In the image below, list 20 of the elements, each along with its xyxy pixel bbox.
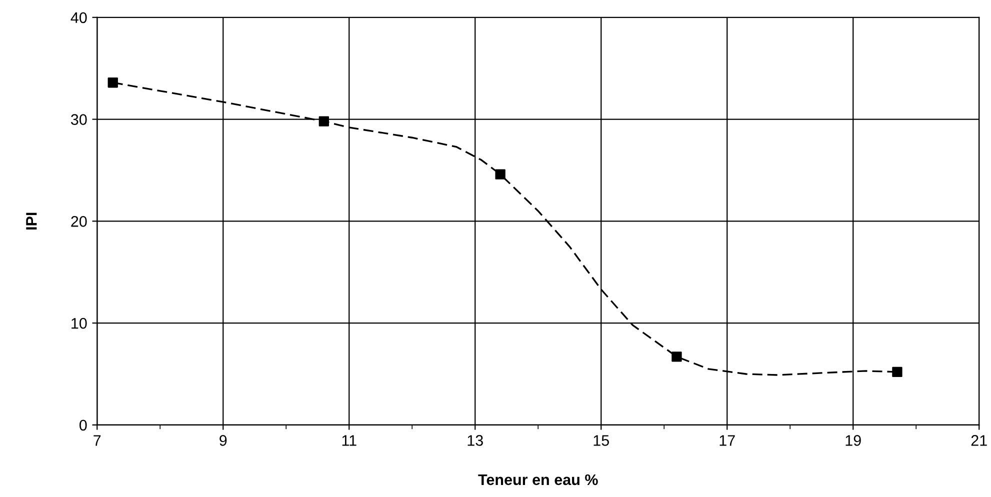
y-tick-label: 0 xyxy=(79,420,87,431)
x-tick-label: 21 xyxy=(971,435,987,446)
point xyxy=(318,116,329,126)
x-tick-label: 19 xyxy=(846,435,861,446)
x-tick-label: 9 xyxy=(220,435,227,446)
x-tick-label: 15 xyxy=(594,435,609,446)
point xyxy=(108,78,118,88)
point xyxy=(892,366,902,378)
x-axis-title: Teneur en eau % xyxy=(478,474,598,486)
y-tick-label: 30 xyxy=(70,114,87,125)
x-tick-label: 13 xyxy=(468,435,483,446)
point xyxy=(672,352,682,362)
y-tick-label: 20 xyxy=(71,216,87,227)
x-tick-label: 17 xyxy=(720,435,735,446)
y-tick-label: 40 xyxy=(70,12,87,24)
x-tick-label: 7 xyxy=(94,435,101,446)
x-tick-label: 11 xyxy=(342,435,356,446)
point xyxy=(495,169,506,180)
y-tick-label: 10 xyxy=(72,318,87,329)
y-axis-title: IPI xyxy=(26,212,37,230)
